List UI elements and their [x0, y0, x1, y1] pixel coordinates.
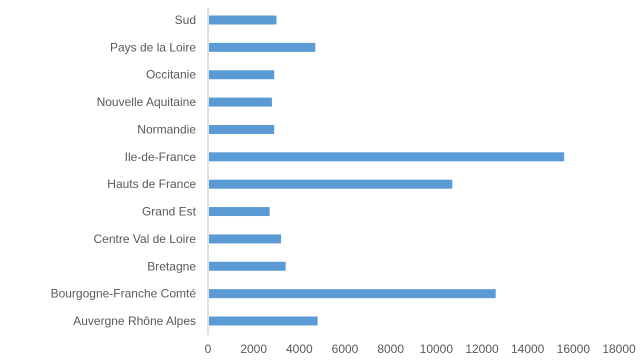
x-tick-label: 4000: [286, 342, 313, 356]
x-tick-label: 14000: [511, 342, 545, 356]
bar: [209, 152, 565, 162]
x-tick-label: 2000: [240, 342, 267, 356]
category-label: Pays de la Loire: [110, 40, 196, 54]
category-label: Sud: [175, 13, 196, 27]
bar: [209, 70, 275, 80]
x-tick-label: 0: [205, 342, 212, 356]
bar: [209, 124, 275, 134]
x-tick-label: 16000: [557, 342, 591, 356]
bar: [209, 289, 496, 299]
category-label: Normandie: [137, 122, 196, 136]
category-label: Nouvelle Aquitaine: [97, 95, 197, 109]
bar: [209, 42, 316, 52]
bars: [209, 15, 565, 326]
x-tick-label: 8000: [377, 342, 404, 356]
category-label: Centre Val de Loire: [93, 232, 196, 246]
bar: [209, 97, 272, 107]
x-tick-label: 10000: [420, 342, 454, 356]
category-label: Grand Est: [142, 205, 197, 219]
category-label: Bretagne: [147, 259, 196, 273]
category-label: Bourgogne-Franche Comté: [51, 287, 197, 301]
bar: [209, 234, 282, 244]
category-label: Occitanie: [146, 68, 196, 82]
category-label: Auvergne Rhône Alpes: [73, 314, 196, 328]
bar: [209, 316, 318, 326]
category-label: Hauts de France: [107, 177, 196, 191]
category-labels: Auvergne Rhône Alpes Bourgogne-Franche Co…: [51, 13, 197, 328]
x-tick-labels: 0 2000 4000 6000 8000 10000 12000 14000 16000 180…: [205, 342, 636, 356]
x-tick-label: 18000: [602, 342, 636, 356]
bar: [209, 207, 270, 217]
x-tick-label: 12000: [465, 342, 499, 356]
bar: [209, 15, 277, 25]
bar: [209, 261, 286, 271]
x-tick-label: 6000: [332, 342, 359, 356]
category-label: Ile-de-France: [125, 150, 197, 164]
bar: [209, 179, 453, 189]
